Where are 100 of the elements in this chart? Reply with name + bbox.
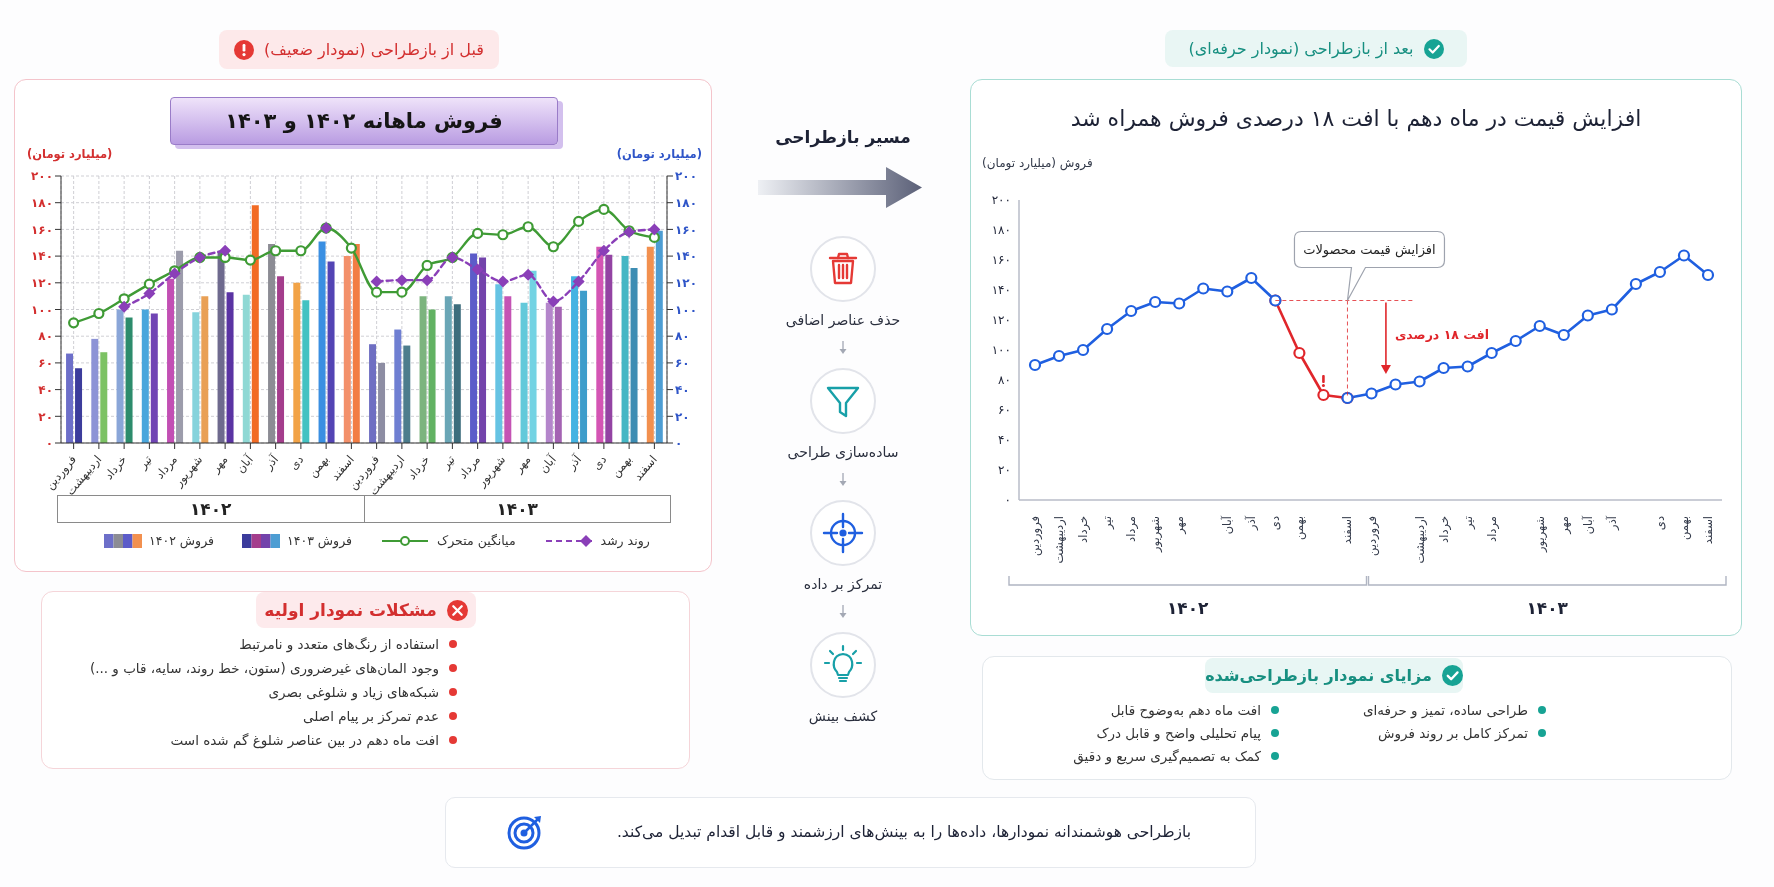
y-tick-label: ۱۶۰ — [991, 253, 1011, 268]
y-tick-label: ۱۴۰ — [31, 249, 53, 264]
text: افت ماه دهم به‌وضوح قابل — [1110, 702, 1261, 718]
text: کشف بینش — [808, 708, 878, 724]
y-tick-label: ۲۰ — [998, 463, 1011, 478]
x-tick-label: تیر — [1460, 516, 1476, 531]
text: پیام تحلیلی واضح و قابل درک — [1096, 725, 1261, 741]
x-tick-label: بهمن — [1676, 516, 1692, 540]
chart-subtitle: بعد از بازطراحی (نمودار حرفه‌ای) — [1188, 39, 1414, 58]
text: ۱۴۰۲ — [1166, 598, 1210, 618]
text: طراحی ساده، تمیز و حرفه‌ای — [1363, 702, 1528, 718]
y2-tick-label: ۲۰۰ — [675, 169, 697, 184]
x-tick-label: آبان — [233, 451, 257, 476]
text: ساده‌سازی طراحی — [787, 444, 899, 460]
text: مسیر بازطراحی — [775, 127, 911, 147]
x-tick-label: اردیبهشت — [1412, 516, 1428, 564]
y-tick-label: ۰ — [1004, 493, 1011, 508]
y-tick-label: ۶۰ — [998, 403, 1011, 418]
text: حذف عناصر اضافی — [785, 312, 901, 328]
x-tick-label: مهر — [510, 452, 535, 477]
y-tick-label: ۱۰۰ — [991, 343, 1011, 358]
y-tick-label: ۱۶۰ — [31, 222, 53, 237]
x-tick-label: مرداد — [1124, 516, 1140, 542]
y-tick-label: ۱۲۰ — [31, 276, 53, 291]
y-tick-label: ۱۲۰ — [991, 313, 1011, 328]
y-tick-label: ۸۰ — [998, 373, 1011, 388]
x-tick-label: آذر — [1604, 515, 1620, 531]
y-tick-label: ۰ — [45, 436, 53, 451]
x-tick-label: فروردین — [1364, 516, 1380, 557]
x-tick-label: شهریور — [1532, 516, 1548, 553]
y-tick-label: ۲۰۰ — [991, 193, 1011, 208]
y2-tick-label: ۱۰۰ — [675, 302, 697, 317]
text: ۱۴۰۳ — [1526, 598, 1569, 618]
y-tick-label: ۱۸۰ — [31, 195, 53, 210]
y2-tick-label: ۰ — [675, 436, 683, 451]
annotation: افت ۱۸ درصدی — [1394, 326, 1489, 342]
y-tick-label: ۴۰ — [38, 382, 53, 397]
text: بازطراحی هوشمندانه نمودارها، داده‌ها را به بینش‌های ارزشمند و قابل اقدام تبدیل می‌کند. — [616, 823, 1191, 841]
x-tick-label: آبان — [536, 451, 560, 476]
y2-tick-label: ۱۶۰ — [675, 222, 697, 237]
y-axis-title: فروش (میلیارد تومان) — [982, 156, 1093, 170]
legend-label: میانگین متحرک — [437, 533, 516, 548]
y2-tick-label: ۱۲۰ — [675, 276, 697, 291]
legend-label: فروش ۱۴۰۳ — [287, 533, 353, 548]
y-tick-label: ۱۴۰ — [991, 283, 1011, 298]
table-frame: ۱۴۰۲ ۱۴۰۳ — [57, 495, 671, 523]
x-tick-label: دی — [286, 452, 307, 473]
legend-label: فروش ۱۴۰۲ — [149, 533, 215, 548]
y-tick-label: ۲۰ — [38, 409, 53, 424]
y-tick-label: ۱۸۰ — [991, 223, 1011, 238]
x-tick-label: دی — [589, 452, 610, 473]
x-tick-label: بهمن — [1292, 516, 1308, 540]
y-tick-label: ۴۰ — [998, 433, 1011, 448]
x-tick-label: شهریور — [1148, 516, 1164, 553]
y2-tick-label: ۱۸۰ — [675, 195, 697, 210]
y2-tick-label: ۸۰ — [675, 329, 690, 344]
x-tick-label: خرداد — [101, 452, 131, 483]
x-tick-label: مرداد — [1484, 516, 1500, 542]
text: مزایای نمودار بازطراحی‌شده — [1205, 666, 1432, 685]
text: کمک به تصمیم‌گیری سریع و دقیق — [1073, 748, 1261, 764]
text: تمرکز کامل بر روند فروش — [1377, 725, 1528, 741]
text: استفاده از رنگ‌های متعدد و نامرتبط — [239, 636, 439, 652]
text: وجود المان‌های غیرضروری (ستون، خط روند، سایه، قاب و ...) — [89, 660, 439, 676]
x-tick-label: آذر — [260, 451, 283, 474]
chart-title: افزایش قیمت در ماه دهم با افت ۱۸ درصدی فروش همراه شد — [1070, 106, 1642, 131]
y-tick-label: ۸۰ — [38, 329, 53, 344]
x-tick-label: بهمن — [608, 452, 636, 481]
legend-label: روند رشد — [600, 533, 650, 548]
x-tick-label: آذر — [563, 451, 586, 474]
x-tick-label: اسفند — [1340, 516, 1355, 545]
y2-axis-title: (میلیارد تومان) — [616, 147, 702, 161]
x-tick-label: آبان — [1580, 515, 1595, 535]
x-tick-label: بهمن — [305, 452, 333, 481]
x-tick-label: آذر — [1244, 515, 1260, 531]
x-tick-label: خرداد — [1436, 516, 1452, 543]
annotation: افزایش قیمت محصولات — [1303, 242, 1436, 258]
x-tick-label: آبان — [1220, 515, 1235, 535]
y2-tick-label: ۱۴۰ — [675, 249, 697, 264]
x-tick-label: فروردین — [1028, 516, 1043, 557]
text: عدم تمرکز بر پیام اصلی — [303, 708, 439, 724]
y-axis-title: (میلیارد تومان) — [27, 147, 113, 161]
chart-title: فروش ماهانه ۱۴۰۲ و ۱۴۰۳ — [225, 109, 503, 133]
x-tick-label: خرداد — [404, 452, 434, 483]
text: تمرکز بر داده — [803, 576, 883, 592]
x-tick-label: اسفند — [1701, 516, 1715, 545]
x-tick-label: خرداد — [1076, 516, 1092, 543]
x-tick-label: دی — [1268, 516, 1283, 531]
text: شبکه‌های زیاد و شلوغی بصری — [268, 684, 439, 700]
y2-tick-label: ۴۰ — [675, 382, 690, 397]
y2-tick-label: ۲۰ — [675, 409, 690, 424]
y-tick-label: ۱۰۰ — [31, 302, 53, 317]
text: مشکلات نمودار اولیه — [264, 600, 437, 620]
y-tick-label: ۲۰۰ — [31, 169, 53, 184]
y-tick-label: ۶۰ — [38, 356, 53, 371]
x-tick-label: دی — [1652, 516, 1667, 531]
y2-tick-label: ۶۰ — [675, 356, 690, 371]
x-tick-label: مهر — [1556, 516, 1572, 535]
text: افت ماه دهم در بین عناصر شلوغ گم شده است — [170, 732, 439, 748]
x-tick-label: مهر — [1172, 516, 1188, 535]
x-tick-label: مهر — [207, 452, 232, 477]
